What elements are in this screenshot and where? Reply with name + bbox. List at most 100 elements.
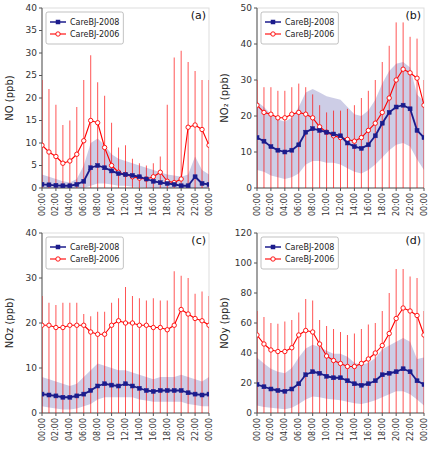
legend-marker [56, 245, 60, 249]
y-tick [254, 383, 257, 384]
series-marker [89, 330, 93, 334]
series-marker [324, 130, 328, 134]
series-marker [366, 382, 370, 386]
y-tick [39, 278, 42, 279]
x-tick [42, 188, 43, 191]
series-marker [373, 134, 377, 138]
series-marker [207, 182, 209, 186]
x-tick [410, 413, 411, 416]
series-marker [318, 371, 322, 375]
legend: CareBJ-2008CareBJ-2006 [46, 12, 123, 44]
series-marker [373, 351, 377, 355]
y-tick-label: 120 [235, 228, 252, 238]
y-tick [39, 323, 42, 324]
series-marker [54, 183, 58, 187]
x-tick-label: 22:00 [406, 193, 415, 216]
error-bar [97, 312, 98, 413]
series-marker [110, 169, 114, 173]
legend-marker [56, 32, 60, 36]
series-marker [186, 391, 190, 395]
x-tick-label: 06:00 [79, 193, 88, 216]
x-tick [354, 188, 355, 191]
series-marker [95, 332, 99, 336]
error-bar [333, 329, 334, 413]
series-marker [422, 383, 424, 387]
series-marker [394, 105, 398, 109]
y-tick-label: 50 [241, 3, 253, 13]
error-bar [55, 105, 56, 188]
y-tick-label: 20 [26, 93, 38, 103]
x-tick [195, 188, 196, 191]
series-marker [172, 323, 176, 327]
series-marker [373, 121, 377, 125]
y-tick [39, 368, 42, 369]
series-marker [96, 164, 100, 168]
series-marker [179, 307, 183, 311]
series-marker [124, 173, 128, 177]
series-marker [151, 389, 155, 393]
x-tick [340, 413, 341, 416]
error-bar [181, 51, 182, 188]
error-bar [111, 303, 112, 413]
series-marker [310, 116, 314, 120]
x-tick-label: 14:00 [135, 193, 144, 216]
x-tick [181, 413, 182, 416]
series-marker [42, 392, 44, 396]
error-bar [305, 299, 306, 413]
series-marker [109, 163, 113, 167]
x-tick [167, 188, 168, 191]
series-marker [387, 110, 391, 114]
x-tick-label: 00:00 [205, 193, 214, 216]
error-bar [361, 98, 362, 188]
x-tick-label: 12:00 [121, 418, 130, 441]
series-marker [165, 328, 169, 332]
legend: CareBJ-2008 CareBJ-2006 [261, 12, 338, 44]
series-marker [373, 379, 377, 383]
y-tick [39, 75, 42, 76]
y-tick-label: 0 [246, 408, 252, 418]
series-marker [345, 141, 349, 145]
legend-item: CareBJ-2008 [265, 18, 334, 27]
series-marker [89, 389, 93, 393]
series-marker [144, 389, 148, 393]
x-tick [69, 413, 70, 416]
y-axis-label: NOz (ppb) [4, 298, 15, 349]
legend-marker [56, 257, 60, 261]
series-marker [42, 182, 44, 186]
series-marker [200, 393, 204, 397]
error-bar [97, 82, 98, 188]
x-tick-label: 16:00 [149, 193, 158, 216]
plot-frame [257, 8, 424, 188]
series-marker [290, 112, 294, 116]
x-tick [424, 188, 425, 191]
y-tick [39, 143, 42, 144]
x-tick [195, 413, 196, 416]
x-tick [298, 188, 299, 191]
series-line [257, 105, 424, 152]
legend-item: CareBJ-2006 [265, 30, 334, 39]
series-marker [137, 175, 141, 179]
series-marker [61, 184, 65, 188]
legend-marker [271, 20, 275, 24]
x-tick-label: 08:00 [93, 418, 102, 441]
series-marker [269, 145, 273, 149]
error-bar [277, 324, 278, 413]
series-marker [290, 387, 294, 391]
x-tick [326, 188, 327, 191]
series-marker [283, 349, 287, 353]
legend-item: CareBJ-2008 [265, 243, 334, 252]
y-tick [39, 30, 42, 31]
error-bar [139, 298, 140, 413]
error-bar [312, 94, 313, 188]
x-tick [298, 413, 299, 416]
x-tick [284, 188, 285, 191]
series-marker [186, 184, 190, 188]
y-axis-line [257, 8, 258, 188]
x-tick [125, 188, 126, 191]
series-marker [317, 342, 321, 346]
series-marker [352, 382, 356, 386]
error-bar [368, 91, 369, 188]
series-marker [339, 134, 343, 138]
y-tick [254, 44, 257, 45]
series-marker [359, 361, 363, 365]
